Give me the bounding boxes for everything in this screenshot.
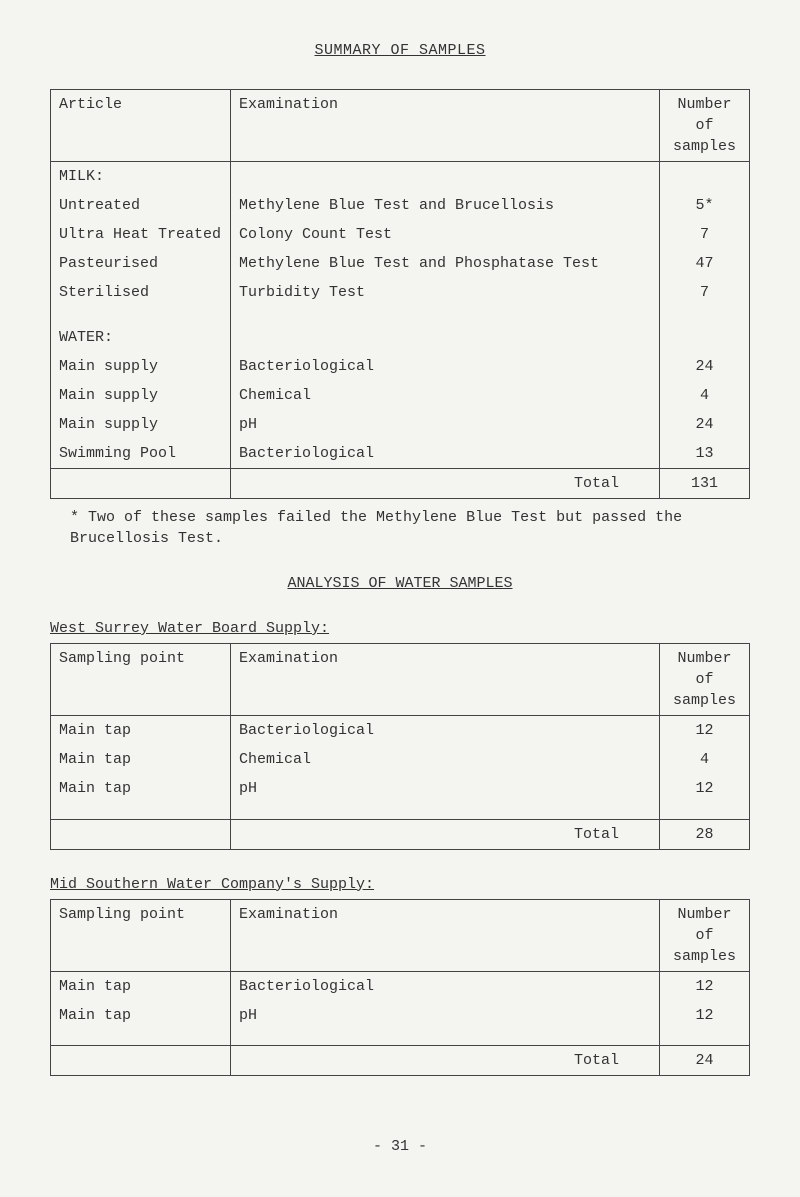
page-number: - 31 - [50, 1136, 750, 1157]
table-row: SterilisedTurbidity Test7 [51, 278, 750, 307]
col-article: Article [51, 90, 231, 162]
table-row: Main tapBacteriological12 [51, 971, 750, 1001]
col-examination: Examination [231, 90, 660, 162]
total-label: Total [231, 819, 660, 849]
col-number: Number of samples [660, 899, 750, 971]
group-label-row: MILK: [51, 162, 750, 192]
table-row: Swimming PoolBacteriological13 [51, 439, 750, 469]
section-mid-southern: Mid Southern Water Company's Supply: [50, 874, 750, 895]
group-milk-label: MILK: [51, 162, 231, 192]
col-examination: Examination [231, 899, 660, 971]
total-row: Total 28 [51, 819, 750, 849]
table-row: Main tappH12 [51, 774, 750, 803]
col-number: Number of samples [660, 644, 750, 716]
total-label: Total [231, 1046, 660, 1076]
footnote: * Two of these samples failed the Methyl… [50, 507, 750, 549]
total-value: 28 [660, 819, 750, 849]
mid-southern-table: Sampling point Examination Number of sam… [50, 899, 750, 1077]
col-sampling-point: Sampling point [51, 644, 231, 716]
total-row: Total 24 [51, 1046, 750, 1076]
col-number: Number of samples [660, 90, 750, 162]
table-row: Main tappH12 [51, 1001, 750, 1030]
total-label: Total [231, 469, 660, 499]
col-examination: Examination [231, 644, 660, 716]
table-header-row: Sampling point Examination Number of sam… [51, 644, 750, 716]
table-header-row: Sampling point Examination Number of sam… [51, 899, 750, 971]
page-title: SUMMARY OF SAMPLES [50, 40, 750, 61]
table-row: Main tapChemical4 [51, 745, 750, 774]
group-label-row: WATER: [51, 323, 750, 352]
table-row: Main tapBacteriological12 [51, 716, 750, 746]
col-sampling-point: Sampling point [51, 899, 231, 971]
table-row: Ultra Heat TreatedColony Count Test7 [51, 220, 750, 249]
table-row: Main supplyBacteriological24 [51, 352, 750, 381]
table-row: Main supplyChemical4 [51, 381, 750, 410]
summary-table: Article Examination Number of samples MI… [50, 89, 750, 499]
total-value: 131 [660, 469, 750, 499]
table-row: PasteurisedMethylene Blue Test and Phosp… [51, 249, 750, 278]
west-surrey-table: Sampling point Examination Number of sam… [50, 643, 750, 850]
table-row: UntreatedMethylene Blue Test and Brucell… [51, 191, 750, 220]
group-water-label: WATER: [51, 323, 231, 352]
table-header-row: Article Examination Number of samples [51, 90, 750, 162]
total-row: Total 131 [51, 469, 750, 499]
total-value: 24 [660, 1046, 750, 1076]
table-row: Main supplypH24 [51, 410, 750, 439]
analysis-heading: ANALYSIS OF WATER SAMPLES [50, 573, 750, 594]
section-west-surrey: West Surrey Water Board Supply: [50, 618, 750, 639]
